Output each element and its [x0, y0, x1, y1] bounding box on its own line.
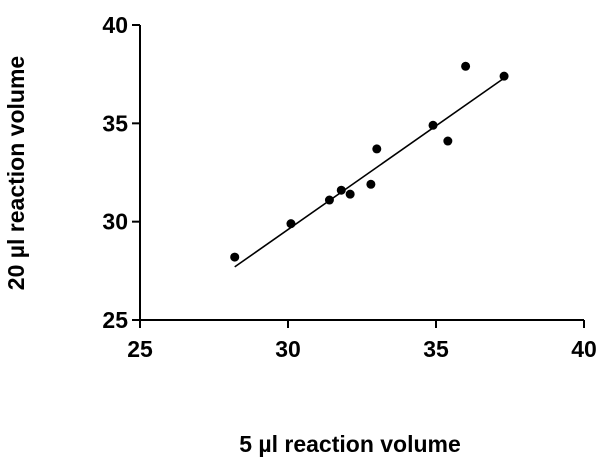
data-point [324, 195, 334, 205]
data-point [345, 189, 355, 199]
data-point [230, 252, 240, 262]
y-tick-label: 40 [102, 12, 128, 38]
x-tick-label: 30 [275, 336, 301, 362]
fit-line-group [234, 77, 505, 268]
y-tick-label: 35 [102, 110, 128, 136]
data-point [286, 219, 296, 229]
data-point [336, 185, 346, 195]
axes [139, 25, 584, 321]
x-tick-label: 25 [127, 336, 153, 362]
fit-line [234, 77, 505, 268]
data-point [428, 120, 438, 130]
x-tick-label: 40 [571, 336, 597, 362]
data-point [366, 179, 376, 189]
data-points [230, 61, 509, 262]
data-point [372, 144, 382, 154]
data-point [461, 61, 471, 71]
data-point [499, 71, 509, 81]
y-tick-label: 25 [102, 307, 128, 333]
data-point [443, 136, 453, 146]
x-tick-label: 35 [423, 336, 449, 362]
x-axis-label: 5 µl reaction volume [239, 431, 461, 457]
ticks: 25 30 35 40 25 30 35 40 [102, 12, 596, 362]
y-tick-label: 30 [102, 209, 128, 235]
y-axis-label: 20 µl reaction volume [3, 56, 29, 290]
